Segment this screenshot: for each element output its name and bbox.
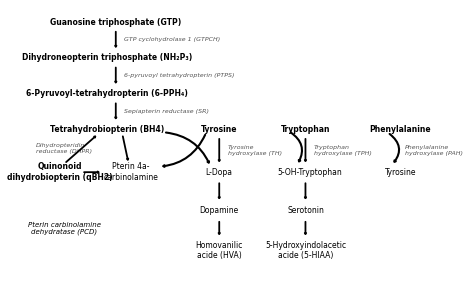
Text: Tyrosine: Tyrosine (384, 168, 416, 177)
Text: Pterin 4a-
carbinolamine: Pterin 4a- carbinolamine (103, 162, 158, 182)
Text: Tyrosine
hydroxylase (TH): Tyrosine hydroxylase (TH) (228, 145, 282, 156)
Text: Phenylalanine
hydroxylase (PAH): Phenylalanine hydroxylase (PAH) (405, 145, 463, 156)
Text: Tyrosine: Tyrosine (201, 125, 237, 134)
Text: L-Dopa: L-Dopa (206, 168, 233, 177)
Text: Pterin carbinolamine
dehydratase (PCD): Pterin carbinolamine dehydratase (PCD) (27, 222, 100, 235)
Text: Dihydroneopterin triphosphate (NH₂P₃): Dihydroneopterin triphosphate (NH₂P₃) (22, 53, 192, 62)
Text: 5-Hydroxyindolacetic
acide (5-HIAA): 5-Hydroxyindolacetic acide (5-HIAA) (265, 241, 346, 260)
Text: Serotonin: Serotonin (287, 206, 324, 215)
Text: Phenylalanine: Phenylalanine (370, 125, 431, 134)
Text: Homovanilic
acide (HVA): Homovanilic acide (HVA) (196, 241, 243, 260)
Text: 6-Pyruvoyl-tetrahydropterin (6-PPH₄): 6-Pyruvoyl-tetrahydropterin (6-PPH₄) (26, 89, 188, 98)
Text: Tetrahydrobiopterin (BH4): Tetrahydrobiopterin (BH4) (50, 125, 164, 134)
Text: Tryptophan
hydroxylase (TPH): Tryptophan hydroxylase (TPH) (314, 145, 372, 156)
Text: Quinonoid
dihydrobiopterin (qBH2): Quinonoid dihydrobiopterin (qBH2) (7, 162, 112, 182)
Text: GTP cyclohydrolase 1 (GTPCH): GTP cyclohydrolase 1 (GTPCH) (124, 37, 221, 42)
Text: 6-pyruvoyl tetrahydropterin (PTPS): 6-pyruvoyl tetrahydropterin (PTPS) (124, 73, 235, 78)
Text: Guanosine triphosphate (GTP): Guanosine triphosphate (GTP) (50, 17, 182, 27)
Text: Dopamine: Dopamine (200, 206, 239, 215)
Text: Tryptophan: Tryptophan (281, 125, 330, 134)
Text: 5-OH-Tryptophan: 5-OH-Tryptophan (277, 168, 342, 177)
Text: Sepiapterin reductase (SR): Sepiapterin reductase (SR) (124, 109, 210, 114)
Text: Dihydropteridin
reductase (DHPR): Dihydropteridin reductase (DHPR) (36, 143, 92, 154)
